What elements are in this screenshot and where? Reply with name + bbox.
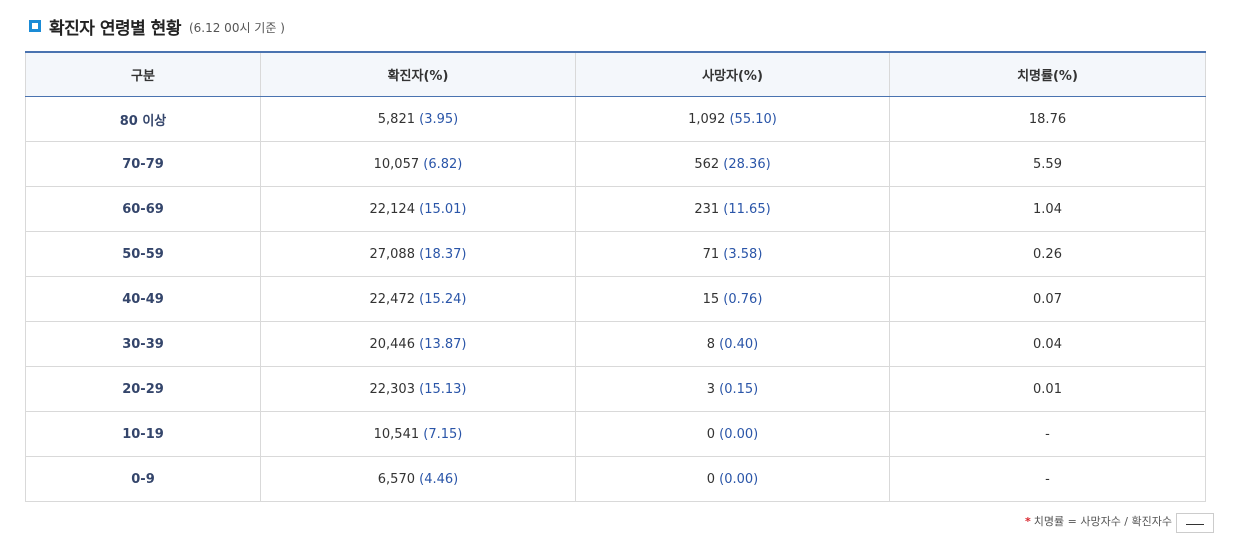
confirmed-percent: (15.24) [419, 291, 467, 307]
table-row: 30-39 20,446 (13.87) 8 (0.40) 0.04 [25, 321, 1206, 367]
confirmed-percent: (3.95) [419, 111, 459, 127]
confirmed-count: 22,472 [369, 291, 415, 307]
confirmed-percent: (18.37) [419, 246, 467, 262]
section-header: 확진자 연령별 현황 (6.12 00시 기준 ) [29, 12, 285, 40]
confirmed-cell: 27,088 (18.37) [260, 231, 576, 277]
fatality-formula-note: * 치명률 = 사망자수 / 확진자수 [1025, 513, 1172, 529]
deaths-cell: 8 (0.40) [575, 321, 890, 367]
table-row: 10-19 10,541 (7.15) 0 (0.00) - [25, 411, 1206, 457]
fatality-rate-cell: 5.59 [889, 141, 1206, 187]
column-header-fatality: 치명률(%) [889, 52, 1206, 97]
fatality-rate-cell: 18.76 [889, 96, 1206, 142]
age-group-cell: 20-29 [25, 366, 261, 412]
footnote-text: 치명률 = 사망자수 / 확진자수 [1033, 515, 1172, 528]
deaths-cell: 71 (3.58) [575, 231, 890, 277]
confirmed-count: 22,124 [369, 201, 415, 217]
deaths-count: 71 [702, 246, 720, 262]
table-row: 20-29 22,303 (15.13) 3 (0.15) 0.01 [25, 366, 1206, 412]
square-bullet-icon [29, 20, 41, 32]
fraction-line [1186, 524, 1204, 525]
deaths-percent: (11.65) [723, 201, 771, 217]
confirmed-cell: 6,570 (4.46) [260, 456, 576, 502]
fatality-rate-cell: - [889, 456, 1206, 502]
confirmed-percent: (4.46) [419, 471, 459, 487]
confirmed-percent: (13.87) [419, 336, 467, 352]
confirmed-count: 20,446 [369, 336, 415, 352]
deaths-percent: (28.36) [723, 156, 771, 172]
deaths-count: 3 [706, 381, 716, 397]
table-row: 60-69 22,124 (15.01) 231 (11.65) 1.04 [25, 186, 1206, 232]
confirmed-count: 22,303 [369, 381, 415, 397]
age-group-cell: 40-49 [25, 276, 261, 322]
fatality-rate-cell: 0.04 [889, 321, 1206, 367]
confirmed-percent: (15.13) [419, 381, 467, 397]
table-row: 40-49 22,472 (15.24) 15 (0.76) 0.07 [25, 276, 1206, 322]
confirmed-count: 6,570 [377, 471, 415, 487]
confirmed-count: 5,821 [377, 111, 415, 127]
deaths-count: 15 [702, 291, 720, 307]
deaths-cell: 231 (11.65) [575, 186, 890, 232]
age-group-cell: 50-59 [25, 231, 261, 277]
deaths-count: 0 [706, 471, 716, 487]
deaths-cell: 15 (0.76) [575, 276, 890, 322]
confirmed-percent: (7.15) [423, 426, 463, 442]
deaths-cell: 1,092 (55.10) [575, 96, 890, 142]
confirmed-count: 10,541 [373, 426, 420, 442]
section-subtitle: (6.12 00시 기준 ) [188, 21, 285, 35]
confirmed-cell: 10,057 (6.82) [260, 141, 576, 187]
deaths-count: 8 [706, 336, 716, 352]
deaths-percent: (0.00) [719, 471, 759, 487]
deaths-count: 1,092 [688, 111, 726, 127]
deaths-count: 231 [694, 201, 720, 217]
age-group-cell: 60-69 [25, 186, 261, 232]
table-row: 80 이상 5,821 (3.95) 1,092 (55.10) 18.76 [25, 96, 1206, 142]
deaths-cell: 0 (0.00) [575, 456, 890, 502]
age-group-cell: 0-9 [25, 456, 261, 502]
footnote-marker: * [1025, 515, 1031, 528]
fatality-rate-cell: 1.04 [889, 186, 1206, 232]
table-row: 50-59 27,088 (18.37) 71 (3.58) 0.26 [25, 231, 1206, 277]
age-group-cell: 80 이상 [25, 96, 261, 142]
age-group-cell: 10-19 [25, 411, 261, 457]
confirmed-count: 27,088 [369, 246, 415, 262]
deaths-percent: (0.40) [719, 336, 759, 352]
column-header-category: 구분 [25, 52, 261, 97]
fraction-box [1176, 513, 1214, 533]
deaths-percent: (0.15) [719, 381, 759, 397]
fatality-rate-cell: 0.01 [889, 366, 1206, 412]
column-header-confirmed: 확진자(%) [260, 52, 576, 97]
confirmed-cell: 22,124 (15.01) [260, 186, 576, 232]
confirmed-cell: 22,303 (15.13) [260, 366, 576, 412]
fatality-rate-cell: 0.07 [889, 276, 1206, 322]
confirmed-cell: 22,472 (15.24) [260, 276, 576, 322]
deaths-count: 0 [706, 426, 716, 442]
table-header-row: 구분 확진자(%) 사망자(%) 치명률(%) [25, 52, 1206, 97]
table-row: 0-9 6,570 (4.46) 0 (0.00) - [25, 456, 1206, 502]
age-group-cell: 30-39 [25, 321, 261, 367]
confirmed-percent: (15.01) [419, 201, 467, 217]
confirmed-cell: 5,821 (3.95) [260, 96, 576, 142]
deaths-cell: 3 (0.15) [575, 366, 890, 412]
confirmed-cell: 20,446 (13.87) [260, 321, 576, 367]
deaths-percent: (0.00) [719, 426, 759, 442]
table-body: 80 이상 5,821 (3.95) 1,092 (55.10) 18.76 7… [25, 96, 1206, 502]
age-group-cell: 70-79 [25, 141, 261, 187]
table-row: 70-79 10,057 (6.82) 562 (28.36) 5.59 [25, 141, 1206, 187]
confirmed-count: 10,057 [373, 156, 420, 172]
deaths-cell: 0 (0.00) [575, 411, 890, 457]
confirmed-cell: 10,541 (7.15) [260, 411, 576, 457]
deaths-cell: 562 (28.36) [575, 141, 890, 187]
fatality-rate-cell: - [889, 411, 1206, 457]
deaths-count: 562 [694, 156, 720, 172]
deaths-percent: (0.76) [723, 291, 763, 307]
deaths-percent: (55.10) [729, 111, 777, 127]
column-header-deaths: 사망자(%) [575, 52, 890, 97]
confirmed-percent: (6.82) [423, 156, 463, 172]
section-title: 확진자 연령별 현황 [49, 18, 181, 39]
deaths-percent: (3.58) [723, 246, 763, 262]
fatality-rate-cell: 0.26 [889, 231, 1206, 277]
age-stats-table: 구분 확진자(%) 사망자(%) 치명률(%) 80 이상 5,821 (3.9… [25, 51, 1206, 502]
